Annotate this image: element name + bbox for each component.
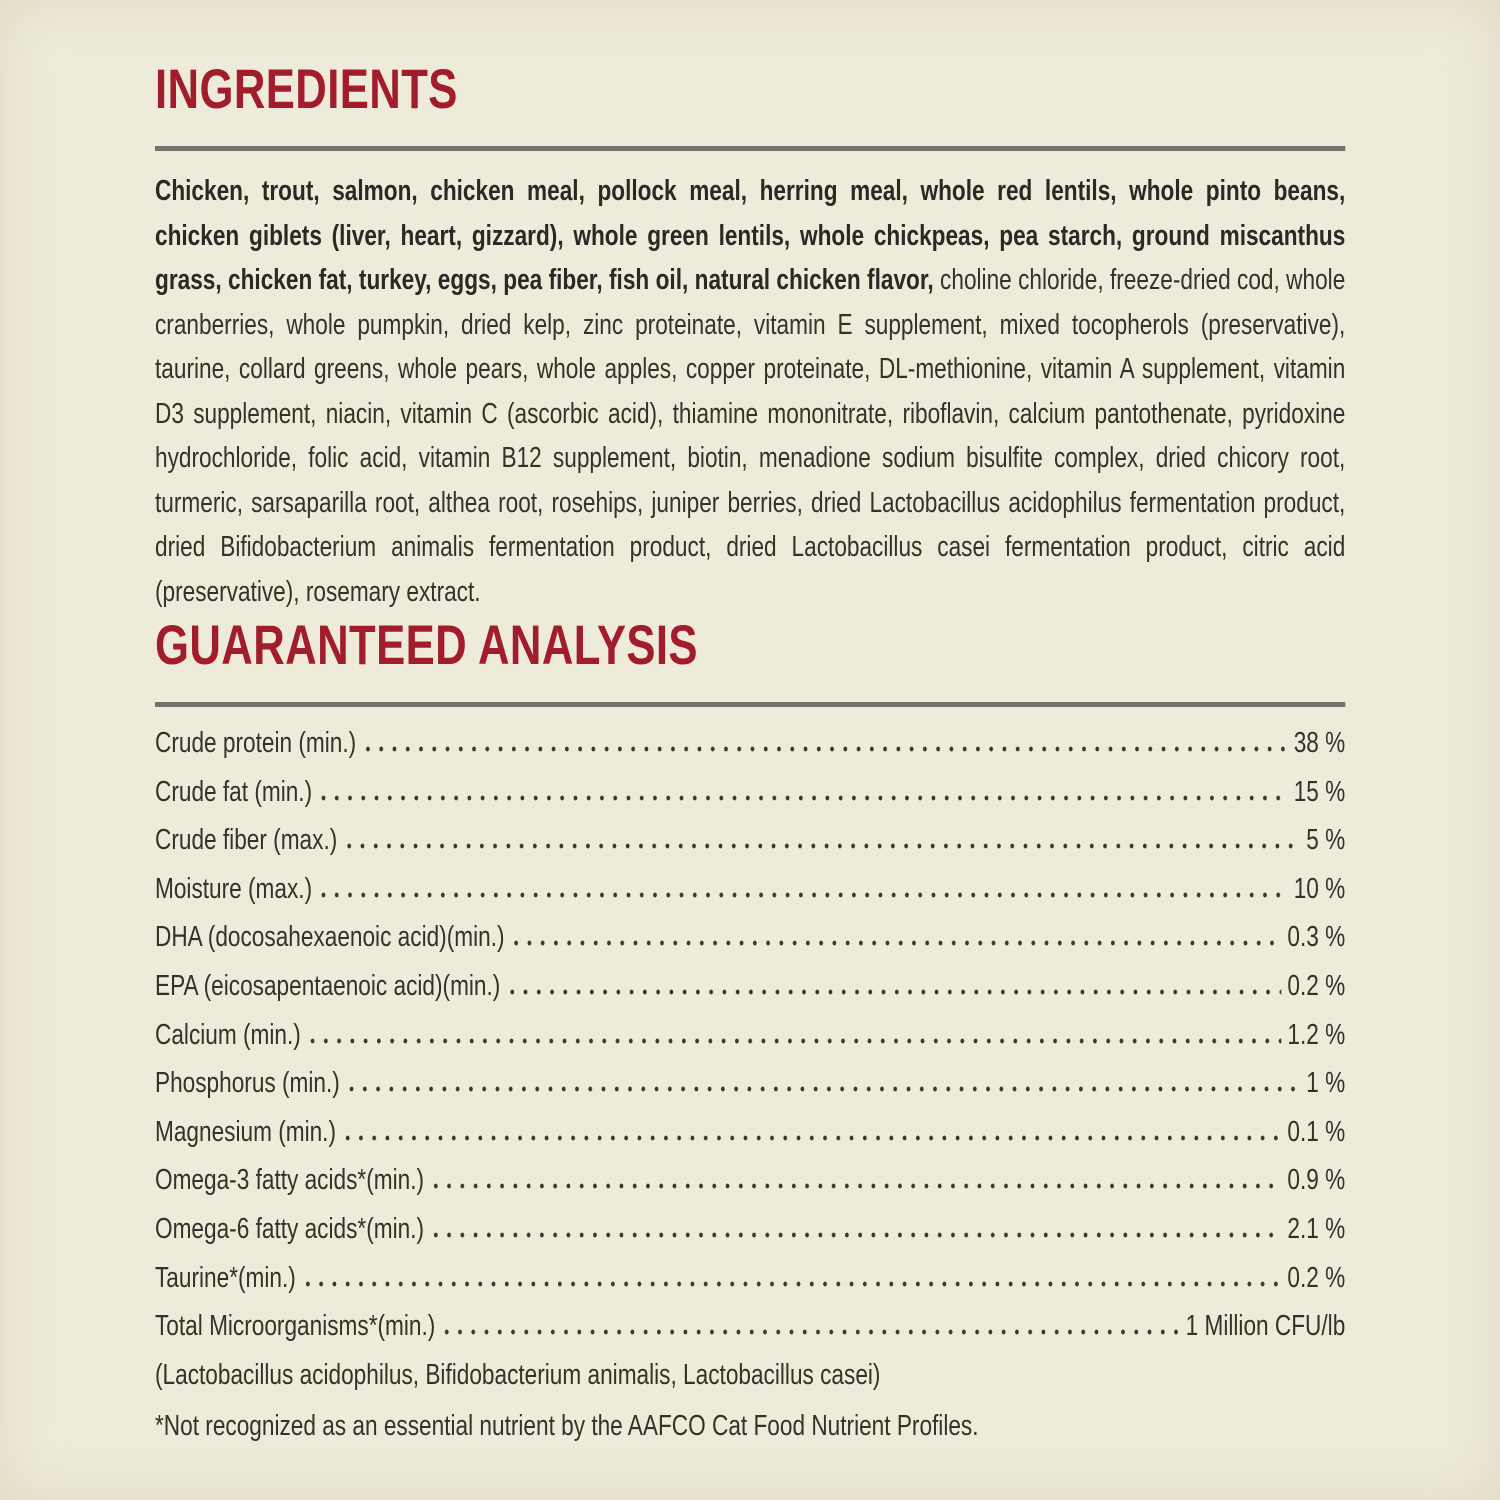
analysis-row-label: Moisture (max.) <box>155 872 313 905</box>
ingredients-divider <box>155 146 1346 151</box>
analysis-row-value: 1.2 % <box>1287 1018 1346 1051</box>
analysis-row: Omega-3 fatty acids*(min.) 0.9 % <box>155 1156 1345 1205</box>
ingredients-text: Chicken, trout, salmon, chicken meal, po… <box>155 169 1345 614</box>
dot-leader <box>349 1086 1301 1093</box>
analysis-row-label: Crude protein (min.) <box>155 727 357 759</box>
analysis-row-label: Magnesium (min.) <box>155 1115 337 1148</box>
ingredients-text-primary: Chicken, trout, salmon, chicken meal, po… <box>155 175 1346 296</box>
ingredients-title: INGREDIENTS <box>155 57 458 120</box>
dot-leader <box>345 1134 1282 1141</box>
analysis-row: Taurine*(min.) 0.2 % <box>155 1254 1345 1303</box>
analysis-row: Crude protein (min.) 38 % <box>155 719 1345 768</box>
analysis-row-label: Calcium (min.) <box>155 1018 301 1051</box>
analysis-row-label: Phosphorus (min.) <box>155 1067 340 1100</box>
analysis-row: Magnesium (min.) 0.1 % <box>155 1108 1345 1157</box>
analysis-divider <box>155 702 1346 707</box>
dot-leader <box>365 746 1288 752</box>
guaranteed-analysis-title: GUARANTEED ANALYSIS <box>155 613 698 676</box>
analysis-row-label: Crude fat (min.) <box>155 775 313 808</box>
analysis-row: Phosphorus (min.) 1 % <box>155 1059 1345 1108</box>
analysis-row-value: 0.2 % <box>1287 1261 1346 1294</box>
dot-leader <box>305 1280 1282 1287</box>
dot-leader <box>433 1183 1282 1190</box>
analysis-row: EPA (eicosapentaenoic acid)(min.) 0.2 % <box>155 962 1345 1011</box>
analysis-row: Crude fat (min.) 15 % <box>155 768 1345 817</box>
analysis-row-label: Crude fiber (max.) <box>155 824 338 857</box>
analysis-row-value: 15 % <box>1293 775 1346 808</box>
analysis-row-value: 5 % <box>1306 824 1346 857</box>
dot-leader <box>513 940 1282 947</box>
analysis-row-value: 1 % <box>1306 1067 1346 1100</box>
analysis-row-value: 38 % <box>1293 727 1346 759</box>
analysis-row-label: DHA (docosahexaenoic acid)(min.) <box>155 921 505 954</box>
aafco-footnote: *Not recognized as an essential nutrient… <box>155 1410 979 1443</box>
analysis-row-value: 10 % <box>1293 872 1346 905</box>
analysis-row: Crude fiber (max.) 5 % <box>155 816 1345 865</box>
dot-leader <box>433 1231 1282 1238</box>
microorganisms-detail: (Lactobacillus acidophilus, Bifidobacter… <box>155 1358 881 1391</box>
dot-leader <box>346 843 1301 850</box>
analysis-row: Omega-6 fatty acids*(min.) 2.1 % <box>155 1205 1345 1254</box>
analysis-row: Moisture (max.) 10 % <box>155 865 1345 914</box>
dot-leader <box>321 794 1288 801</box>
analysis-row-label: Total Microorganisms*(min.) <box>155 1310 436 1343</box>
analysis-row-label: Omega-6 fatty acids*(min.) <box>155 1212 425 1245</box>
analysis-row-value: 2.1 % <box>1287 1212 1346 1245</box>
analysis-row: Calcium (min.) 1.2 % <box>155 1011 1345 1060</box>
label-content: INGREDIENTS Chicken, trout, salmon, chic… <box>155 57 1346 1451</box>
ingredients-text-secondary: choline chloride, freeze-dried cod, whol… <box>155 264 1346 608</box>
analysis-row-label: EPA (eicosapentaenoic acid)(min.) <box>155 969 501 1002</box>
analysis-row-value: 0.2 % <box>1287 969 1346 1002</box>
dot-leader <box>444 1329 1180 1336</box>
dot-leader <box>509 988 1282 995</box>
analysis-table: Crude protein (min.) 38 % Crude fat (min… <box>155 719 1345 1351</box>
analysis-row-label: Taurine*(min.) <box>155 1261 296 1294</box>
analysis-row-label: Omega-3 fatty acids*(min.) <box>155 1164 425 1197</box>
analysis-row: Total Microorganisms*(min.) 1 Million CF… <box>155 1302 1345 1351</box>
analysis-row-value: 1 Million CFU/lb <box>1185 1310 1346 1343</box>
dot-leader <box>321 891 1288 898</box>
dot-leader <box>310 1037 1282 1044</box>
analysis-row-value: 0.1 % <box>1287 1115 1346 1148</box>
analysis-row-value: 0.9 % <box>1287 1164 1346 1197</box>
analysis-row-value: 0.3 % <box>1287 921 1346 954</box>
analysis-row: DHA (docosahexaenoic acid)(min.) 0.3 % <box>155 913 1345 962</box>
